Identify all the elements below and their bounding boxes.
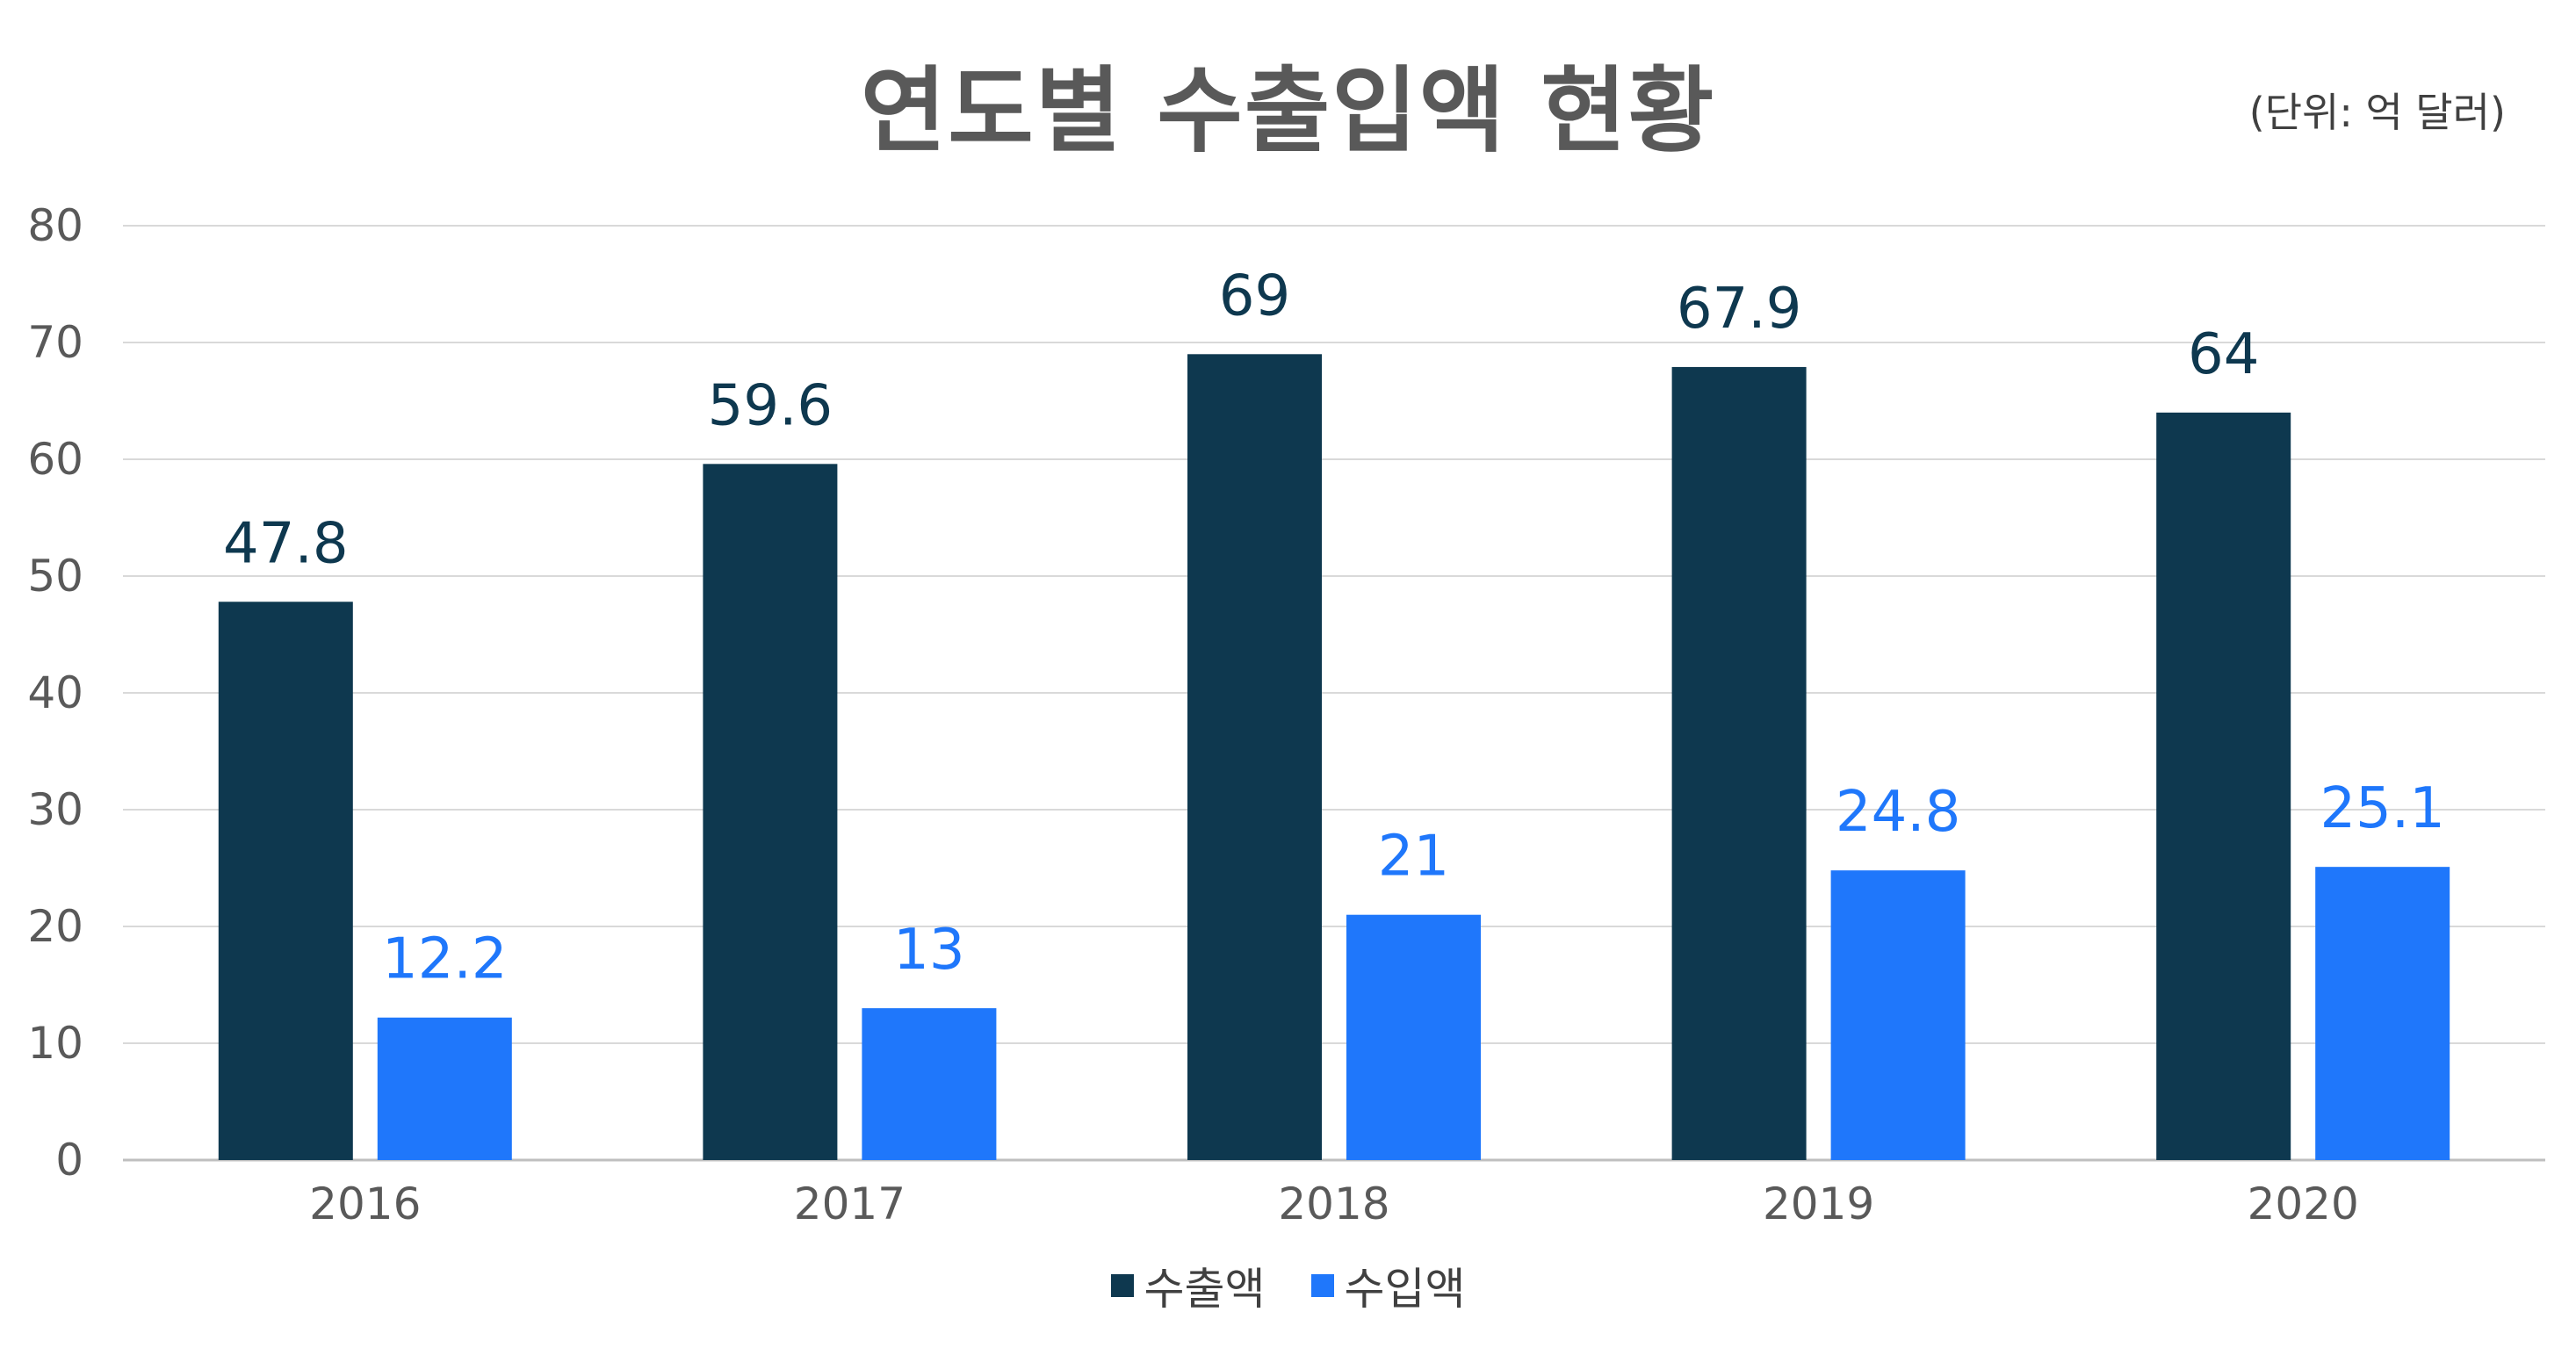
bar-export <box>218 602 353 1160</box>
bar-import <box>377 1017 512 1160</box>
data-label-import: 12.2 <box>382 927 508 992</box>
data-label-export: 69 <box>1219 263 1290 328</box>
bar-export <box>2156 412 2291 1160</box>
data-label-import: 13 <box>893 918 964 983</box>
legend-label-export: 수출액 <box>1144 1264 1266 1315</box>
x-tick-label: 2016 <box>309 1178 421 1229</box>
chart-title: 연도별 수출입액 현황 <box>860 57 1716 165</box>
x-tick-label: 2019 <box>1763 1178 1874 1229</box>
bar-import <box>1830 870 1966 1160</box>
bar-export <box>1187 354 1322 1160</box>
x-tick-label: 2017 <box>794 1178 906 1229</box>
y-tick-label: 60 <box>27 434 83 485</box>
unit-note: (단위: 억 달러) <box>2248 89 2506 136</box>
data-label-export: 64 <box>2188 322 2259 387</box>
y-tick-label: 40 <box>27 667 83 718</box>
y-tick-label: 80 <box>27 200 83 251</box>
x-tick-label: 2018 <box>1278 1178 1389 1229</box>
data-label-import: 21 <box>1378 825 1449 890</box>
legend-swatch-export <box>1110 1274 1134 1297</box>
bar-import <box>2315 867 2450 1160</box>
y-tick-label: 0 <box>55 1135 83 1186</box>
bar-import <box>862 1008 997 1160</box>
bar-export <box>703 464 838 1160</box>
legend-item-import: 수입액 <box>1310 1254 1466 1317</box>
data-label-export: 47.8 <box>223 511 349 576</box>
legend-item-export: 수출액 <box>1110 1254 1266 1317</box>
legend: 수출액 수입액 <box>0 1254 2576 1317</box>
y-tick-label: 50 <box>27 551 83 602</box>
data-label-export: 67.9 <box>1677 277 1802 342</box>
x-tick-label: 2020 <box>2248 1178 2359 1229</box>
y-tick-label: 70 <box>27 317 83 368</box>
data-label-export: 59.6 <box>708 373 833 438</box>
y-tick-label: 10 <box>27 1018 83 1069</box>
legend-swatch-import <box>1310 1274 1334 1297</box>
legend-label-import: 수입액 <box>1344 1264 1466 1315</box>
y-tick-label: 30 <box>27 784 83 835</box>
data-label-import: 24.8 <box>1836 780 1961 845</box>
bar-import <box>1346 914 1481 1160</box>
bar-export <box>1671 366 1807 1160</box>
data-label-import: 25.1 <box>2320 776 2445 841</box>
y-tick-label: 20 <box>27 901 83 952</box>
